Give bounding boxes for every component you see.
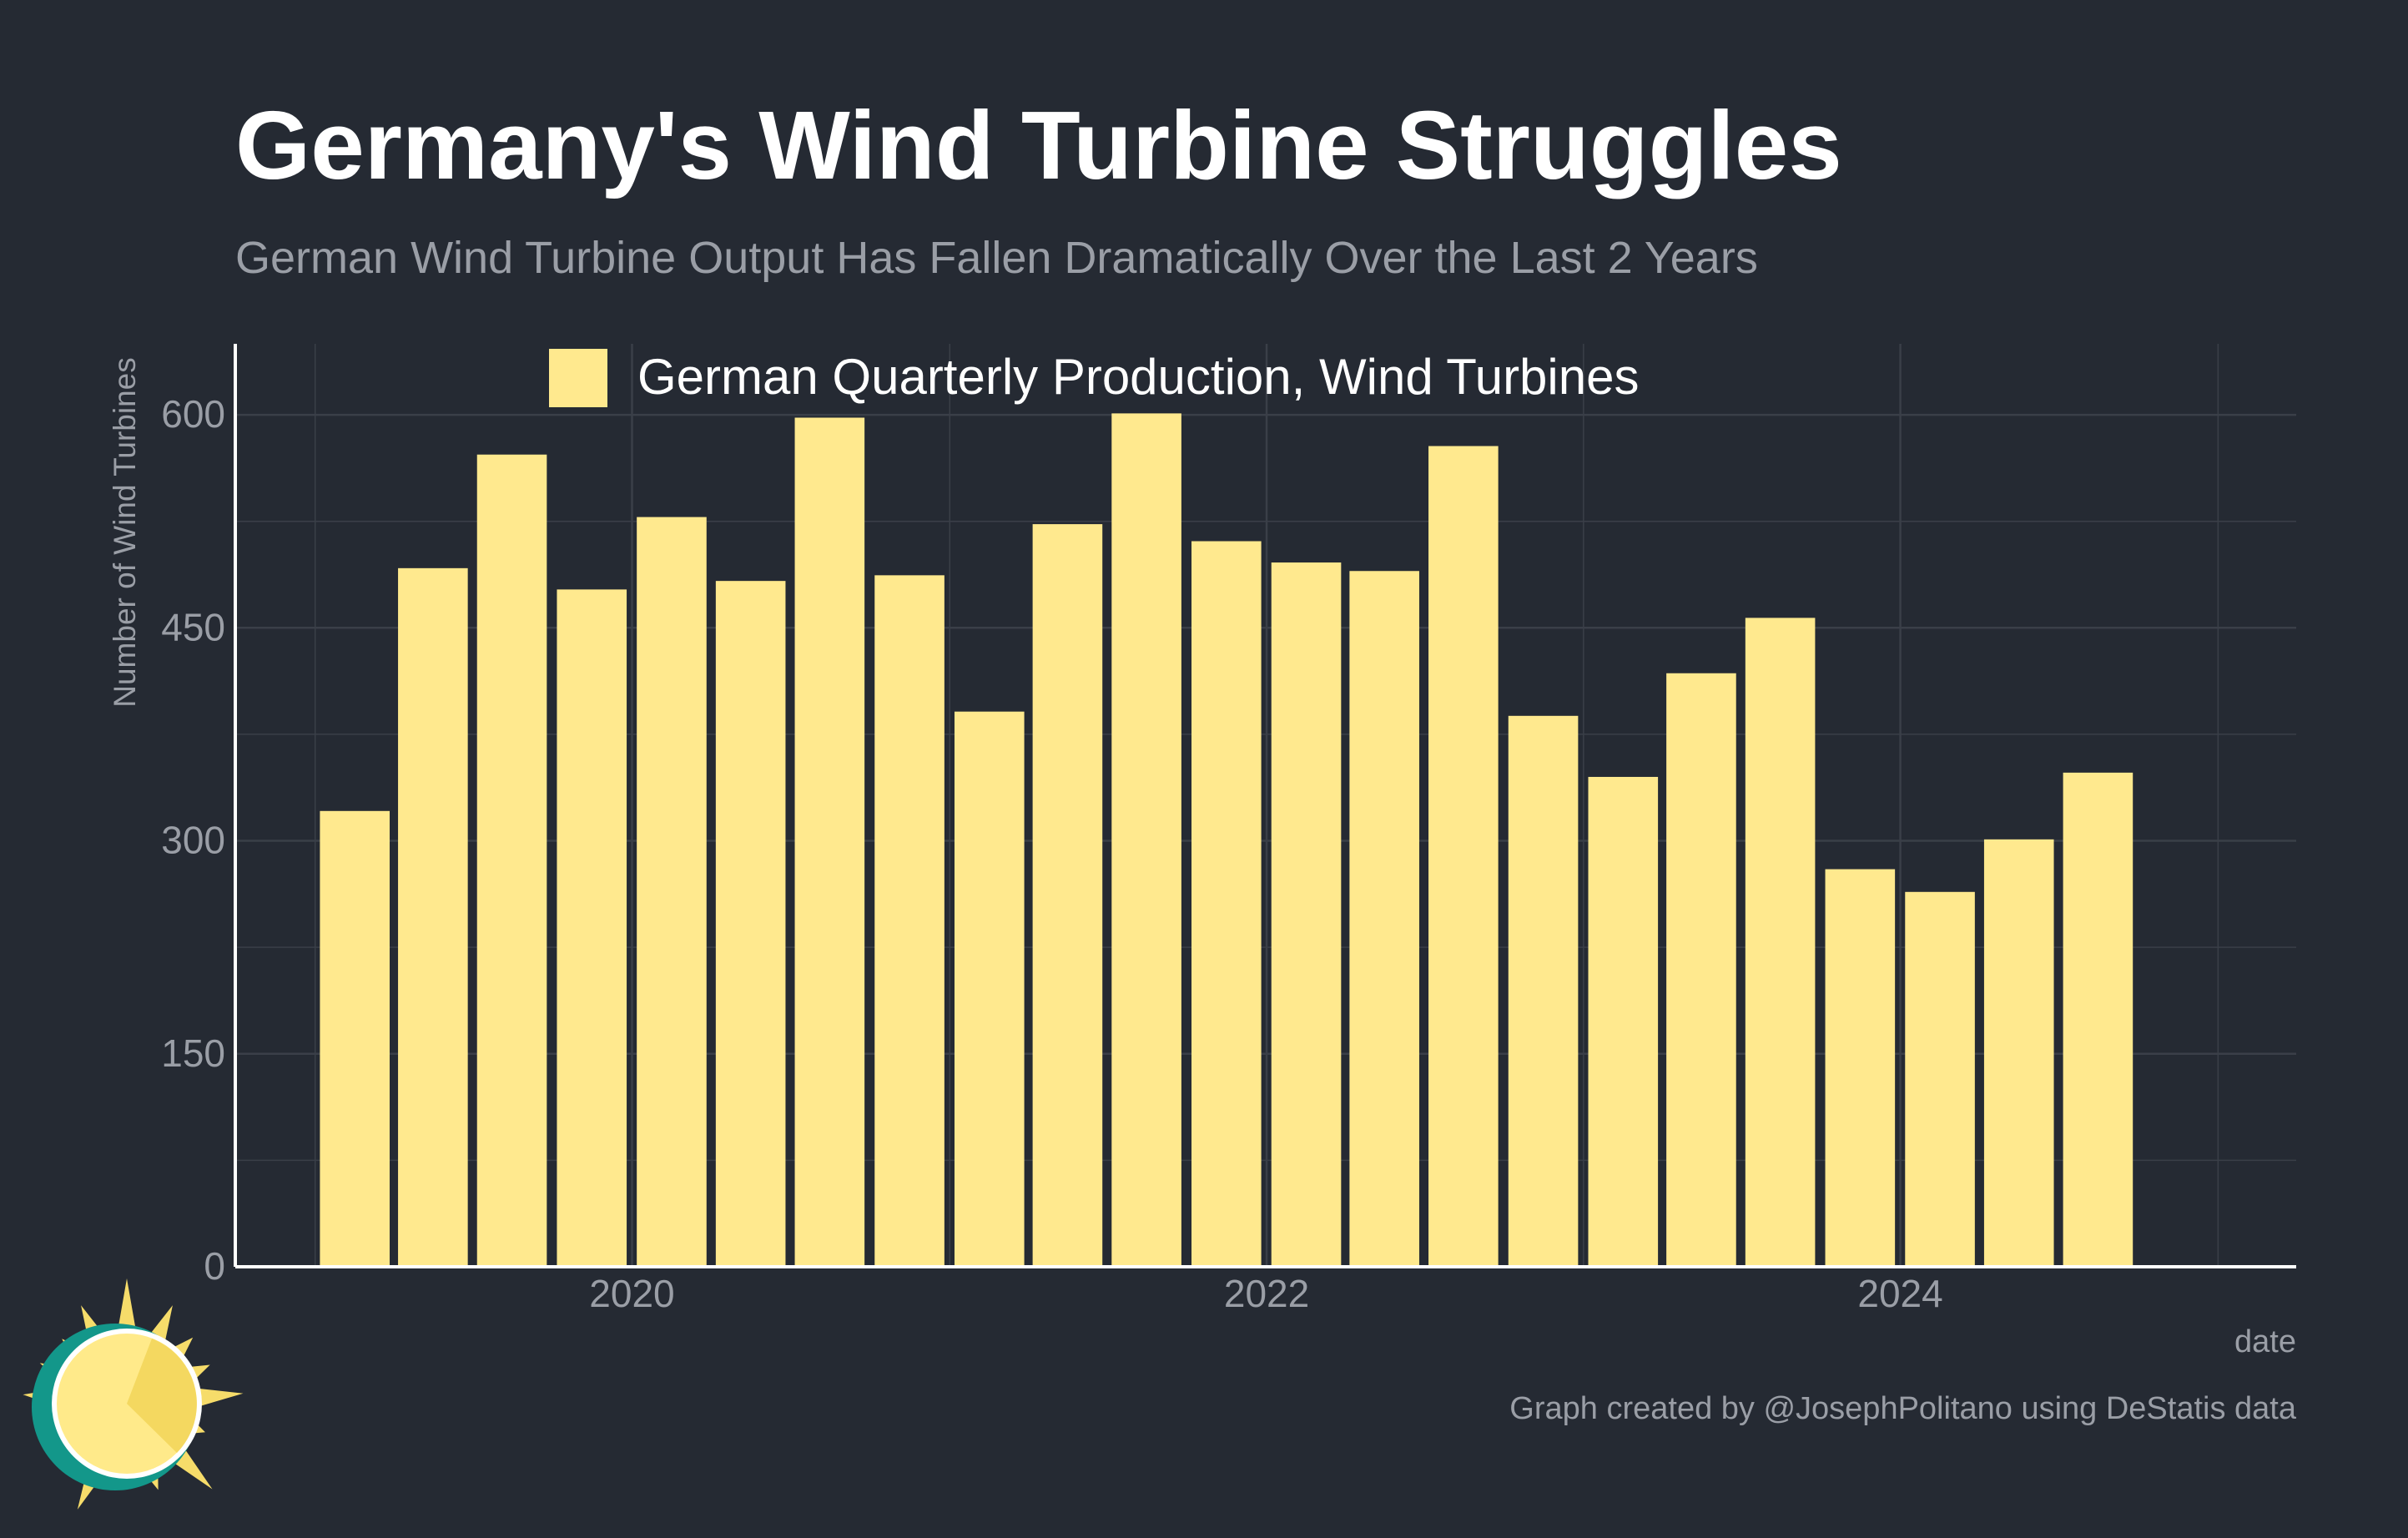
legend-label: German Quarterly Production, Wind Turbin… [637, 349, 1640, 405]
bar [320, 810, 390, 1267]
y-tick-label: 0 [204, 1244, 225, 1288]
bar [954, 711, 1025, 1267]
legend: German Quarterly Production, Wind Turbin… [549, 349, 1640, 407]
legend-swatch [549, 349, 607, 407]
bar [1745, 618, 1816, 1267]
bar [476, 454, 547, 1267]
bar [1983, 839, 2054, 1267]
bar [557, 589, 627, 1267]
bar [874, 575, 945, 1267]
y-tick-label: 600 [161, 392, 225, 436]
y-tick-label: 300 [161, 819, 225, 862]
sun-icon [23, 1278, 244, 1510]
x-tick-label: 2020 [589, 1272, 674, 1315]
x-tick-labels: 2020 2022 2024 [589, 1272, 1942, 1315]
x-axis-label: date [2234, 1324, 2296, 1359]
axes [234, 344, 2296, 1268]
bar [1588, 776, 1659, 1267]
sun-shade [127, 1339, 197, 1453]
chart-subtitle: German Wind Turbine Output Has Fallen Dr… [235, 233, 1758, 283]
bar [1428, 446, 1499, 1267]
bar [1349, 571, 1419, 1267]
x-tick-label: 2024 [1857, 1272, 1942, 1315]
bar [398, 567, 468, 1267]
bar [1825, 869, 1896, 1267]
bar [1666, 673, 1736, 1267]
bar [1271, 562, 1342, 1267]
y-tick-labels: 0 150 300 450 600 [161, 392, 225, 1288]
x-tick-label: 2022 [1224, 1272, 1309, 1315]
bars [320, 413, 2133, 1268]
chart-title: Germany's Wind Turbine Struggles [235, 91, 1842, 199]
bar [1191, 541, 1262, 1267]
bar [794, 417, 865, 1268]
y-tick-label: 450 [161, 605, 225, 648]
y-tick-label: 150 [161, 1031, 225, 1075]
bar [1508, 715, 1579, 1267]
bar [1111, 413, 1181, 1268]
source-caption: Graph created by @JosephPolitano using D… [1509, 1391, 2297, 1426]
bar [1032, 524, 1103, 1267]
bar [1905, 891, 1975, 1267]
y-axis-label: Number of Wind Turbines [108, 357, 142, 708]
bar [637, 517, 707, 1267]
bar [715, 581, 786, 1267]
bar [2063, 772, 2133, 1267]
